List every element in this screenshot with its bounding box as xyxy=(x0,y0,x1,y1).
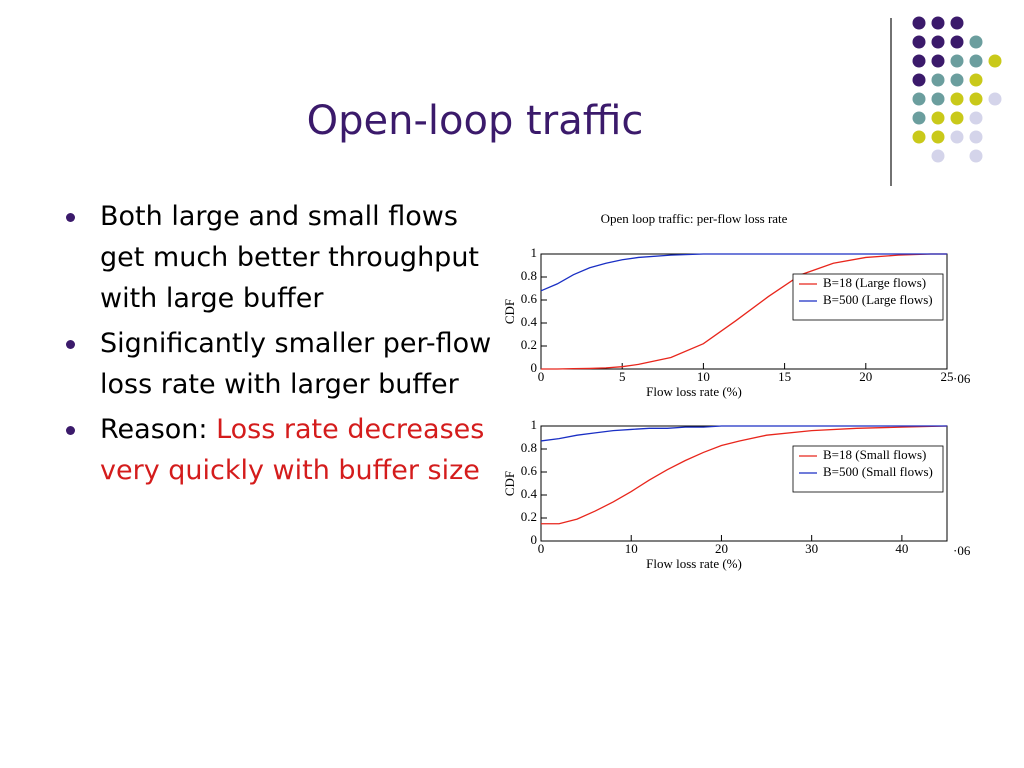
x-tick-label: 20 xyxy=(859,369,872,384)
legend-label: B=18 (Small flows) xyxy=(823,447,926,462)
bullet-lead: Reason: xyxy=(100,414,208,445)
x-axis-label: Flow loss rate (%) xyxy=(646,384,742,399)
y-tick-label: 0.8 xyxy=(521,440,537,455)
chart-title: Open loop traffic: per-flow loss rate xyxy=(601,211,788,226)
legend-label: B=18 (Large flows) xyxy=(823,275,926,290)
slide-title: Open-loop traffic xyxy=(306,98,644,144)
x-exponent-label: ·06 xyxy=(953,371,971,386)
series-line xyxy=(541,253,947,370)
series-line xyxy=(540,253,947,292)
y-tick-label: 0.6 xyxy=(521,291,538,306)
y-tick-label: 0.4 xyxy=(521,314,538,329)
x-tick-label: 30 xyxy=(805,541,818,556)
legend-label: B=500 (Small flows) xyxy=(823,464,933,479)
x-axis-label: Flow loss rate (%) xyxy=(646,556,742,571)
x-tick-label: 10 xyxy=(697,369,710,384)
y-tick-label: 0 xyxy=(531,360,538,375)
y-tick-label: 0 xyxy=(531,532,538,547)
decoration xyxy=(890,16,1002,186)
x-tick-label: 25 xyxy=(941,369,954,384)
series-line xyxy=(541,425,948,525)
y-axis-label: CDF xyxy=(502,471,517,496)
x-tick-label: 0 xyxy=(538,541,545,556)
legend-label: B=500 (Large flows) xyxy=(823,292,933,307)
bullet: Both large and small flows get much bett… xyxy=(66,196,510,319)
y-tick-label: 1 xyxy=(531,245,538,260)
x-tick-label: 20 xyxy=(715,541,728,556)
y-tick-label: 0.6 xyxy=(521,463,538,478)
x-tick-label: 10 xyxy=(625,541,638,556)
y-tick-label: 0.2 xyxy=(521,509,537,524)
bullet-highlight: Loss rate decreases very quickly with bu… xyxy=(100,414,485,486)
x-tick-label: 15 xyxy=(778,369,791,384)
series-line xyxy=(540,425,947,442)
x-tick-label: 5 xyxy=(619,369,626,384)
y-tick-label: 1 xyxy=(531,417,538,432)
bullet-list: Both large and small flows get much bett… xyxy=(60,196,510,495)
legend-box xyxy=(792,445,944,493)
y-axis-label: CDF xyxy=(502,299,517,324)
y-tick-label: 0.8 xyxy=(521,268,537,283)
y-tick-label: 0.2 xyxy=(521,337,537,352)
bullet: Significantly smaller per-flow loss rate… xyxy=(66,323,510,405)
x-exponent-label: ·06 xyxy=(953,543,971,558)
legend-box xyxy=(792,273,944,321)
x-tick-label: 40 xyxy=(895,541,908,556)
bullet: Reason: Loss rate decreases very quickly… xyxy=(66,409,510,491)
x-tick-label: 0 xyxy=(538,369,545,384)
y-tick-label: 0.4 xyxy=(521,486,538,501)
